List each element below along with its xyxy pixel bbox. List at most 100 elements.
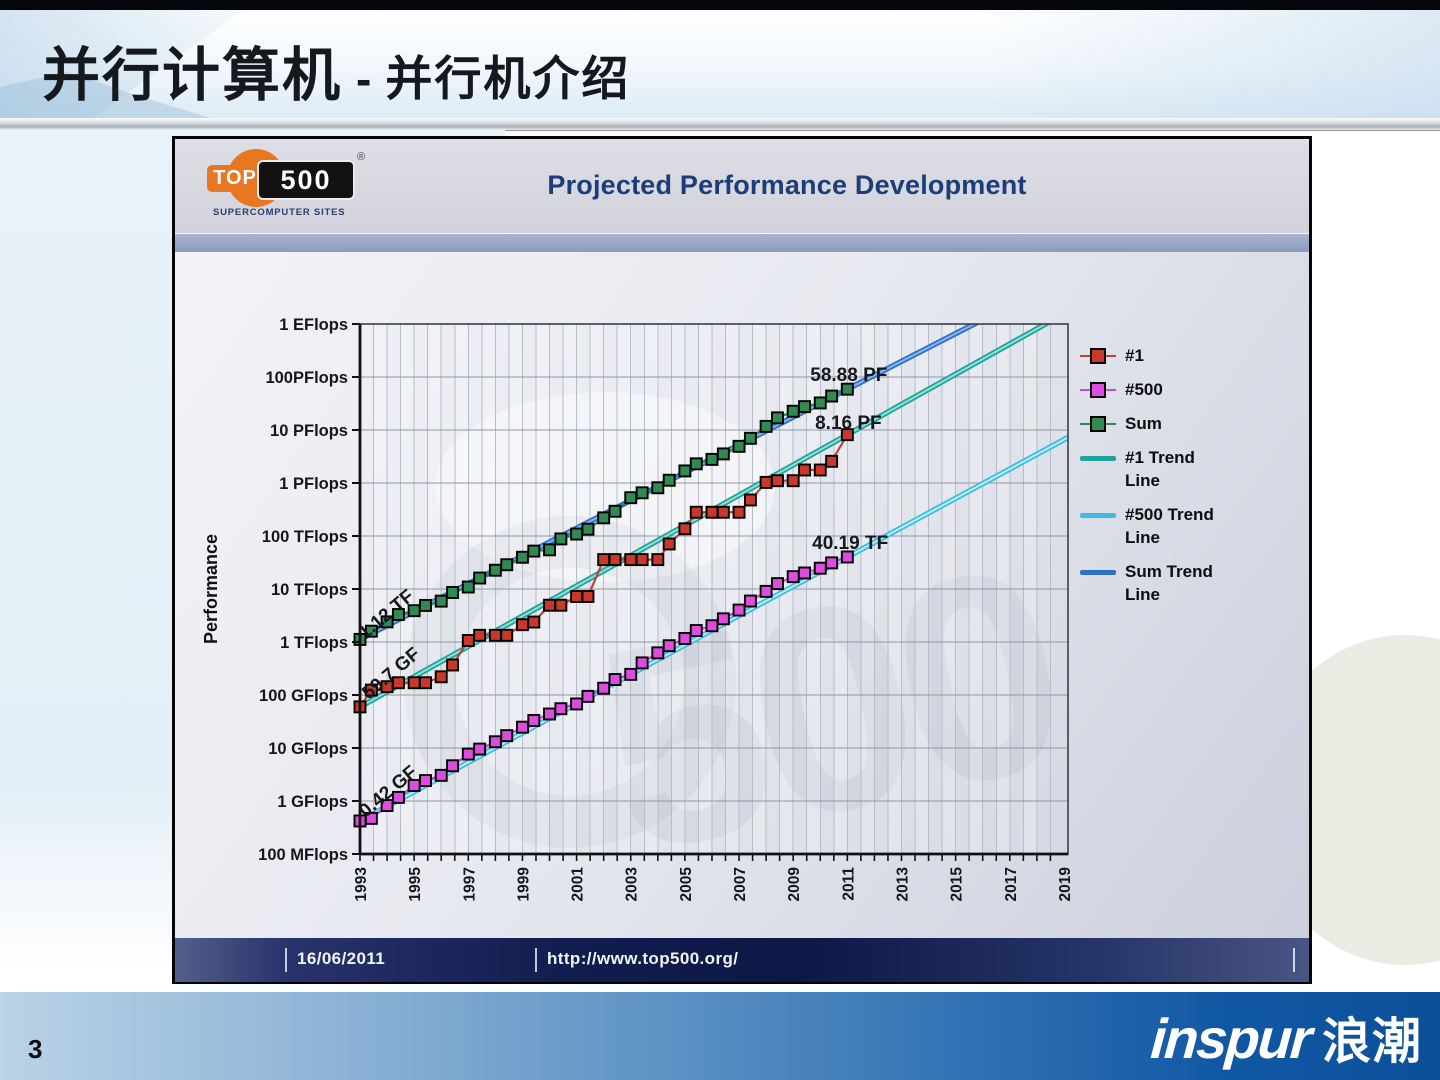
data-point	[581, 689, 595, 703]
legend-item: #1 Trend Line	[1080, 447, 1214, 493]
title-band	[0, 10, 1440, 118]
chart-legend: #1 #500 Sum #1 Trend Line #500 Trend Line Sum…	[1080, 345, 1214, 606]
data-point	[635, 486, 649, 500]
data-point	[543, 543, 556, 557]
data-point	[651, 481, 665, 495]
svg-text:10 TFlops: 10 TFlops	[271, 581, 348, 599]
chart-footer: 16/06/2011 http://www.top500.org/	[175, 938, 1309, 982]
data-point	[840, 382, 854, 396]
legend-marker-icon	[1080, 415, 1116, 433]
svg-text:10 GFlops: 10 GFlops	[268, 740, 348, 758]
data-point	[662, 537, 676, 551]
data-point	[364, 811, 378, 825]
annotation-label: 40.19 TF	[812, 533, 888, 554]
data-point	[570, 590, 584, 603]
data-point	[515, 550, 529, 564]
data-point	[554, 598, 568, 612]
svg-text:10 PFlops: 10 PFlops	[270, 422, 348, 440]
svg-text:100PFlops: 100PFlops	[265, 369, 348, 387]
data-point	[461, 747, 475, 761]
slide-title-sub: 并行机介绍	[385, 52, 631, 105]
svg-text:1999: 1999	[515, 867, 532, 902]
data-point	[527, 544, 541, 558]
data-point	[407, 676, 421, 690]
data-point	[461, 634, 475, 647]
data-point	[743, 493, 757, 507]
svg-text:1 GFlops: 1 GFlops	[277, 793, 348, 811]
data-point	[732, 603, 746, 617]
legend-item: #1	[1080, 345, 1214, 368]
svg-text:1997: 1997	[461, 867, 478, 901]
data-point	[488, 735, 502, 749]
svg-text:2019: 2019	[1057, 867, 1074, 902]
svg-text:1995: 1995	[407, 867, 424, 902]
footer-separator	[285, 948, 287, 972]
data-point	[473, 628, 487, 642]
top500-logo-top-box	[207, 165, 263, 192]
svg-text:2007: 2007	[732, 867, 749, 901]
legend-item-label: #1 Trend Line	[1125, 447, 1195, 490]
data-point	[500, 628, 514, 642]
series-num500	[353, 550, 854, 828]
legend-item-label: #1	[1125, 346, 1144, 365]
data-point	[391, 608, 405, 621]
y-tick-labels: 1 EFlops 100PFlops 10 PFlops 1 PFlops 100 TF…	[258, 316, 348, 864]
top500-logo-subtitle: SUPERCOMPUTER SITES	[213, 207, 346, 218]
legend-item-label: Sum	[1125, 413, 1162, 433]
data-point	[716, 505, 730, 519]
y-axis-title: Performance	[201, 534, 221, 644]
data-point	[662, 473, 676, 487]
chart-header-band	[175, 233, 1309, 252]
data-point	[786, 404, 800, 418]
data-point	[364, 624, 378, 638]
svg-text:100 MFlops: 100 MFlops	[258, 846, 348, 864]
legend-item-label: #500	[1125, 379, 1163, 399]
y-axis-title: Performance	[201, 534, 221, 644]
data-point	[759, 475, 773, 489]
svg-text:1 TFlops: 1 TFlops	[280, 634, 348, 652]
svg-text:2009: 2009	[786, 867, 803, 902]
data-point	[488, 563, 502, 577]
legend-item: Sum	[1080, 413, 1214, 436]
data-point	[813, 561, 827, 575]
data-point	[689, 505, 703, 519]
data-point	[786, 570, 800, 584]
slide-title-main: 并行计算机	[42, 43, 343, 108]
svg-text:2003: 2003	[624, 867, 641, 902]
data-point	[473, 571, 487, 585]
data-point	[473, 742, 487, 756]
data-point	[581, 590, 595, 603]
data-point	[798, 400, 812, 414]
svg-text:2013: 2013	[894, 867, 911, 902]
data-point	[515, 618, 529, 632]
registered-mark-icon: ®	[357, 151, 366, 163]
data-point	[798, 566, 812, 580]
chart-body: 500 1 EFlops 100PFlops 10 PFlops 1 PFlops 100…	[175, 252, 1309, 938]
legend-marker-icon	[1080, 347, 1116, 365]
slide-title-separator: -	[356, 53, 372, 105]
legend-item: #500 Trend Line	[1080, 504, 1214, 550]
top500-logo-500-text: 500	[280, 164, 332, 195]
slide-footer-band	[0, 992, 1440, 1080]
svg-text:2017: 2017	[1003, 867, 1020, 901]
data-point	[705, 452, 719, 466]
data-point	[597, 511, 611, 525]
chart-title: Projected Performance Development	[547, 170, 1027, 200]
svg-text:1 PFlops: 1 PFlops	[279, 475, 348, 493]
svg-text:2005: 2005	[678, 867, 695, 902]
chart-date-label: 16/06/2011	[297, 949, 386, 968]
data-point	[419, 598, 432, 612]
data-point	[419, 774, 432, 788]
data-point	[689, 624, 703, 637]
data-point	[798, 463, 812, 477]
data-point	[500, 558, 514, 572]
data-point	[689, 457, 703, 471]
data-point	[771, 411, 784, 425]
svg-text:1 EFlops: 1 EFlops	[279, 316, 348, 334]
slide-title: 并行计算机 - 并行机介绍	[42, 28, 630, 112]
data-point	[500, 729, 514, 743]
data-point	[771, 577, 784, 591]
data-point	[651, 646, 665, 660]
legend-item: #500	[1080, 379, 1214, 402]
